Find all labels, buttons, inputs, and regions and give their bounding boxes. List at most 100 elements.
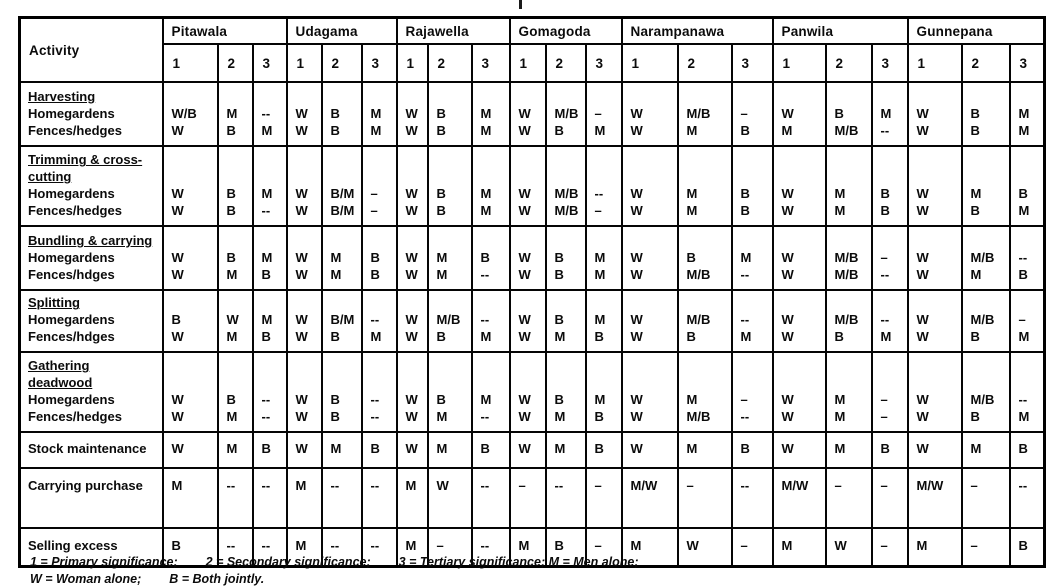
value-line: W	[295, 267, 308, 283]
value-line: W	[916, 123, 929, 139]
value-line: –	[594, 203, 602, 219]
value-cell: B M/B	[676, 225, 733, 291]
value-line: M/B	[554, 186, 579, 202]
value-cell: --	[251, 527, 288, 568]
value-cell: M	[824, 431, 873, 469]
activity-title-line: cutting	[28, 169, 158, 186]
value-line: W	[781, 409, 794, 425]
value-line: W	[405, 392, 418, 408]
value-cell: M	[544, 431, 587, 469]
value-line: W	[171, 123, 184, 139]
value-line: M	[295, 537, 307, 553]
value-line: –	[1018, 312, 1026, 328]
significance-col-header: 1	[161, 43, 219, 83]
value-line: --	[554, 478, 564, 493]
value-line: W	[916, 409, 929, 425]
activity-cell: Selling excess	[18, 527, 164, 568]
activity-title-line: Splitting	[28, 295, 158, 312]
value-line: W	[781, 329, 794, 345]
value-line: M	[686, 203, 698, 219]
value-line: M	[436, 250, 448, 266]
value-line: B	[970, 106, 980, 122]
table-row: Stock maintenance W M B W M B W M B W M B W M B W M B W M B	[18, 431, 1046, 469]
value-line: W	[171, 392, 184, 408]
value-line: M	[330, 250, 342, 266]
value-line: W	[171, 186, 184, 202]
value-line: W	[781, 312, 794, 328]
significance-col-header: 2	[426, 43, 473, 83]
value-line: --	[330, 478, 340, 493]
value-line: –	[970, 478, 978, 493]
value-line: W	[686, 537, 699, 553]
value-line: M	[226, 329, 238, 345]
value-line: W	[630, 123, 643, 139]
value-line: --	[1018, 250, 1028, 266]
table-row: Selling excess B -- -- M -- -- M – -- M B – M W – M W – M – B	[18, 527, 1046, 568]
value-cell: B	[1008, 527, 1046, 568]
activity-table: Activity Pitawala Udagama Rajawella Gomagoda…	[18, 16, 1046, 568]
value-line: --	[226, 478, 236, 493]
value-line: –	[740, 537, 748, 553]
value-cell: – B	[730, 81, 774, 147]
value-line: M	[554, 329, 566, 345]
value-line: M	[480, 329, 492, 345]
value-cell: B --	[470, 225, 511, 291]
value-line: W	[916, 250, 929, 266]
value-line: W	[295, 440, 308, 456]
value-line: --	[880, 312, 890, 328]
value-cell: –	[870, 527, 909, 568]
table-row: Harvesting Homegardens Fences/hedges W/B W M B…	[18, 81, 1046, 147]
value-line: B	[226, 392, 236, 408]
value-line: B	[330, 106, 340, 122]
value-cell: W	[676, 527, 733, 568]
value-cell: -- M	[1008, 351, 1046, 433]
value-line: M/W	[630, 478, 658, 493]
value-cell: --	[216, 527, 254, 568]
value-cell: M/B B	[824, 289, 873, 353]
significance-col-header: 3	[470, 43, 511, 83]
value-line: --	[261, 537, 271, 553]
value-line: B	[436, 329, 446, 345]
value-line: M	[370, 106, 382, 122]
value-cell: M/W	[771, 467, 827, 529]
value-line: B	[330, 409, 340, 425]
value-cell: W/B W	[161, 81, 219, 147]
value-cell: M/B M	[960, 225, 1011, 291]
value-cell: -- –	[584, 145, 623, 227]
value-line: B	[880, 440, 890, 456]
value-line: W	[405, 329, 418, 345]
value-line: --	[370, 409, 380, 425]
value-cell: –	[584, 527, 623, 568]
value-line: M	[480, 186, 492, 202]
value-line: M	[686, 392, 698, 408]
activity-title-text: Harvesting	[28, 89, 96, 105]
value-line: B	[226, 250, 236, 266]
footnote-segment: 3 = Tertiary significance; M = Men alone…	[398, 555, 639, 569]
value-line: M	[970, 186, 982, 202]
value-line: M	[1018, 409, 1030, 425]
activity-sub-line: Fences/hdges	[28, 267, 115, 283]
value-line: W	[518, 123, 531, 139]
value-cell: M	[395, 467, 429, 529]
value-line: W	[518, 106, 531, 122]
value-line: B	[436, 186, 446, 202]
activity-sub-line: Fences/hdges	[28, 329, 115, 345]
table-header: Activity Pitawala Udagama Rajawella Gomagoda…	[18, 16, 1046, 83]
value-line: --	[261, 392, 271, 408]
value-line: B	[436, 123, 446, 139]
value-line: W	[171, 409, 184, 425]
value-line: W	[781, 267, 794, 283]
